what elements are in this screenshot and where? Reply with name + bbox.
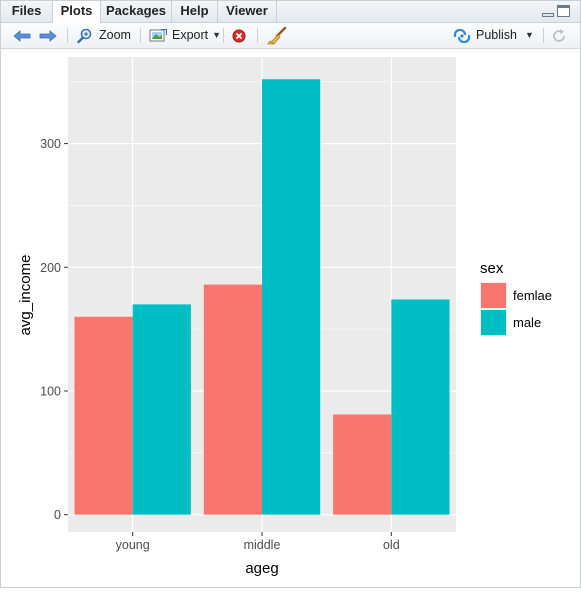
tab-viewer[interactable]: Viewer bbox=[218, 1, 277, 22]
x-tick-label-young: young bbox=[116, 538, 150, 552]
tab-help[interactable]: Help bbox=[172, 1, 218, 22]
window-controls bbox=[542, 5, 572, 19]
bar-femlae-old bbox=[333, 414, 392, 515]
plot-viewer: 0 100 200 300 young middle old ageg avg_incom… bbox=[1, 49, 580, 587]
x-tick-label-middle: middle bbox=[244, 538, 281, 552]
export-label: Export bbox=[172, 28, 209, 42]
publish-button[interactable]: Publish ▼ bbox=[453, 23, 534, 48]
toolbar-separator bbox=[257, 28, 258, 43]
caret-down-icon: ▼ bbox=[525, 30, 534, 40]
bar-male-middle bbox=[262, 79, 321, 515]
minimize-icon[interactable] bbox=[542, 13, 554, 17]
toolbar-separator bbox=[543, 28, 544, 43]
legend-swatch-femlae bbox=[481, 283, 506, 308]
export-image-icon bbox=[149, 28, 167, 41]
zoom-label: Zoom bbox=[99, 28, 131, 42]
y-tick-label: 300 bbox=[40, 137, 61, 151]
y-tick-label: 0 bbox=[54, 508, 61, 522]
legend-title: sex bbox=[480, 260, 504, 277]
caret-down-icon: ▼ bbox=[212, 30, 222, 40]
export-button[interactable]: Export ▼ bbox=[149, 23, 221, 48]
toolbar-separator bbox=[140, 28, 141, 43]
bar-male-old bbox=[391, 299, 450, 515]
back-button[interactable] bbox=[13, 23, 31, 48]
x-axis-title: ageg bbox=[245, 560, 278, 577]
y-axis-title: avg_income bbox=[17, 255, 34, 336]
tab-plots[interactable]: Plots bbox=[53, 1, 101, 23]
remove-plot-button[interactable] bbox=[232, 23, 246, 48]
maximize-icon[interactable] bbox=[557, 5, 570, 17]
refresh-button[interactable] bbox=[551, 23, 567, 48]
forward-button[interactable] bbox=[39, 23, 57, 48]
bar-male-young bbox=[132, 304, 191, 515]
bar-femlae-young bbox=[74, 316, 133, 515]
arrow-left-icon bbox=[13, 29, 31, 42]
plots-toolbar: Zoom Export ▼ bbox=[1, 23, 580, 49]
y-tick-label: 200 bbox=[40, 261, 61, 275]
close-circle-icon bbox=[232, 29, 246, 42]
legend: sex femlae male bbox=[480, 260, 552, 336]
y-tick-label: 100 bbox=[40, 384, 61, 398]
legend-swatch-male bbox=[481, 310, 506, 335]
bar-femlae-middle bbox=[203, 284, 262, 515]
publish-icon bbox=[453, 28, 471, 43]
refresh-icon bbox=[553, 28, 565, 42]
zoom-button[interactable]: Zoom bbox=[77, 23, 131, 48]
toolbar-separator bbox=[223, 28, 224, 43]
broom-icon bbox=[267, 26, 287, 45]
tab-packages[interactable]: Packages bbox=[101, 1, 172, 22]
legend-label-male: male bbox=[513, 315, 541, 330]
legend-label-femlae: femlae bbox=[513, 288, 552, 303]
magnifier-icon bbox=[77, 28, 92, 43]
x-tick-label-old: old bbox=[383, 538, 400, 552]
arrow-right-icon bbox=[39, 29, 57, 42]
pane-tab-bar: Files Plots Packages Help Viewer bbox=[1, 1, 580, 23]
bar-chart: 0 100 200 300 young middle old ageg avg_incom… bbox=[17, 57, 552, 577]
toolbar-separator bbox=[67, 28, 68, 43]
publish-label: Publish bbox=[476, 28, 517, 42]
clear-plots-button[interactable] bbox=[267, 23, 287, 48]
tab-files[interactable]: Files bbox=[1, 1, 53, 22]
